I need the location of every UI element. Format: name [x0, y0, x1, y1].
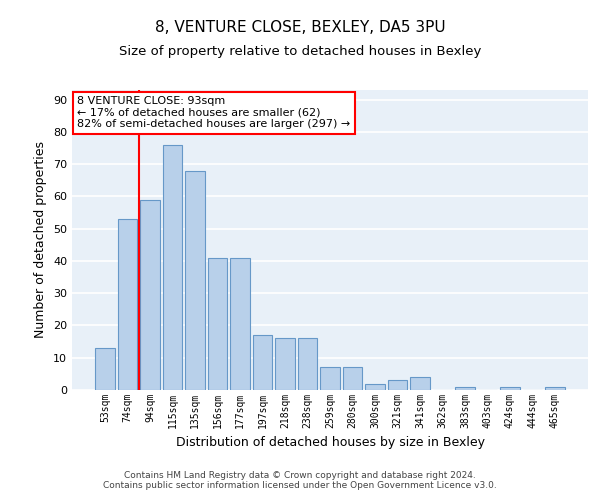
- Bar: [410, 377, 430, 390]
- Text: Size of property relative to detached houses in Bexley: Size of property relative to detached ho…: [119, 45, 481, 58]
- Bar: [298, 338, 317, 390]
- Text: 8 VENTURE CLOSE: 93sqm
← 17% of detached houses are smaller (62)
82% of semi-det: 8 VENTURE CLOSE: 93sqm ← 17% of detached…: [77, 96, 350, 129]
- Y-axis label: Number of detached properties: Number of detached properties: [34, 142, 47, 338]
- Bar: [163, 145, 182, 390]
- Bar: [320, 368, 340, 390]
- X-axis label: Distribution of detached houses by size in Bexley: Distribution of detached houses by size …: [176, 436, 485, 450]
- Bar: [500, 387, 520, 390]
- Bar: [253, 335, 272, 390]
- Bar: [185, 170, 205, 390]
- Text: 8, VENTURE CLOSE, BEXLEY, DA5 3PU: 8, VENTURE CLOSE, BEXLEY, DA5 3PU: [155, 20, 445, 35]
- Bar: [95, 348, 115, 390]
- Bar: [230, 258, 250, 390]
- Text: Contains HM Land Registry data © Crown copyright and database right 2024.
Contai: Contains HM Land Registry data © Crown c…: [103, 470, 497, 490]
- Bar: [388, 380, 407, 390]
- Bar: [365, 384, 385, 390]
- Bar: [208, 258, 227, 390]
- Bar: [455, 387, 475, 390]
- Bar: [545, 387, 565, 390]
- Bar: [343, 368, 362, 390]
- Bar: [275, 338, 295, 390]
- Bar: [140, 200, 160, 390]
- Bar: [118, 219, 137, 390]
